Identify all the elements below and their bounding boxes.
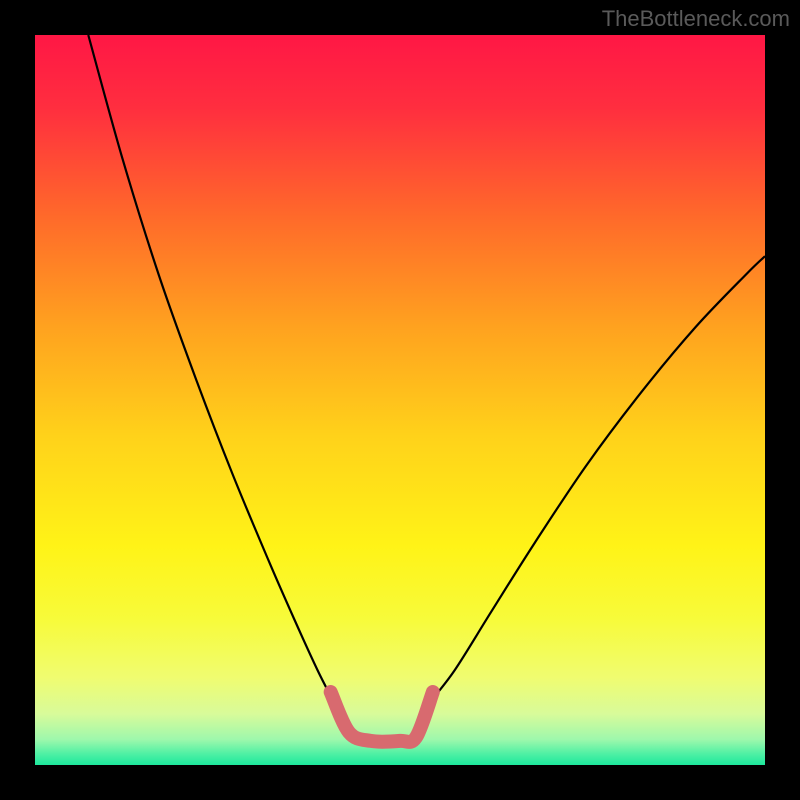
watermark-text: TheBottleneck.com: [602, 6, 790, 32]
plot-area: [35, 35, 765, 765]
bottleneck-curve-left: [88, 35, 334, 703]
optimal-flat-segment: [331, 692, 433, 742]
bottleneck-curve-right: [429, 256, 765, 703]
chart-container: TheBottleneck.com: [0, 0, 800, 800]
curve-layer: [35, 35, 765, 765]
